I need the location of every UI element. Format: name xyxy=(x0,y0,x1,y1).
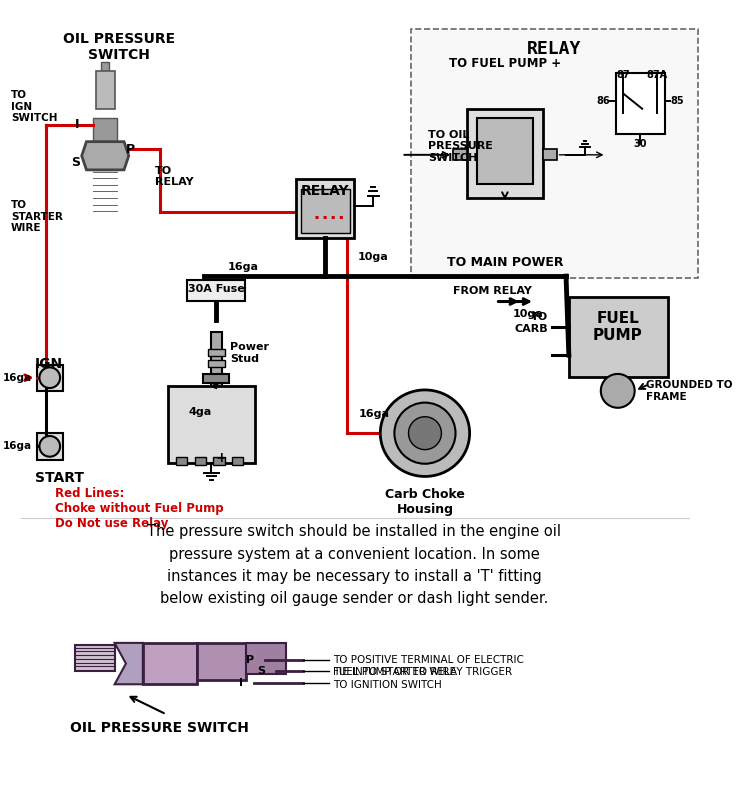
Bar xyxy=(616,73,665,134)
Bar xyxy=(143,643,197,684)
Text: S: S xyxy=(257,666,265,676)
Text: TO
IGN
SWITCH: TO IGN SWITCH xyxy=(11,91,58,124)
Text: TO IGNITION SWITCH: TO IGNITION SWITCH xyxy=(333,680,442,689)
Bar xyxy=(296,180,354,238)
Polygon shape xyxy=(82,142,129,170)
Ellipse shape xyxy=(394,403,456,464)
Text: OIL PRESSURE SWITCH: OIL PRESSURE SWITCH xyxy=(70,721,249,735)
Text: TIE INTO STARTER WIRE: TIE INTO STARTER WIRE xyxy=(333,667,456,677)
Text: 4ga: 4ga xyxy=(188,408,211,417)
Text: Carb Choke
Housing: Carb Choke Housing xyxy=(385,488,465,515)
Text: 85: 85 xyxy=(671,96,684,106)
Bar xyxy=(246,643,286,674)
Text: 10ga: 10ga xyxy=(513,309,543,319)
Circle shape xyxy=(39,436,60,457)
Text: TO MAIN POWER: TO MAIN POWER xyxy=(447,256,563,269)
Circle shape xyxy=(39,367,60,388)
Text: P: P xyxy=(126,142,135,155)
Bar xyxy=(197,643,246,680)
Bar xyxy=(102,61,109,90)
Bar xyxy=(168,386,255,464)
Polygon shape xyxy=(115,643,143,684)
Bar xyxy=(301,188,350,233)
Text: 30A Fuse: 30A Fuse xyxy=(187,284,245,294)
Bar xyxy=(213,457,225,465)
Text: GROUNDED TO
FRAME: GROUNDED TO FRAME xyxy=(646,380,732,401)
Text: RELAY: RELAY xyxy=(301,184,350,198)
Text: 87A: 87A xyxy=(647,70,668,80)
Text: 30: 30 xyxy=(634,139,647,149)
Text: 87: 87 xyxy=(617,70,630,80)
Bar xyxy=(36,365,63,391)
Ellipse shape xyxy=(408,417,442,450)
Bar xyxy=(411,29,698,278)
Bar xyxy=(187,280,245,301)
Bar xyxy=(569,297,668,377)
Text: 16ga: 16ga xyxy=(227,262,259,272)
Text: TO POSITIVE TERMINAL OF ELECTRIC
FUEL PUMP OR TO RELAY TRIGGER: TO POSITIVE TERMINAL OF ELECTRIC FUEL PU… xyxy=(333,655,524,676)
Bar xyxy=(542,149,556,160)
Bar xyxy=(36,433,63,460)
Bar xyxy=(203,374,230,383)
Text: I: I xyxy=(239,678,242,688)
Text: Red Lines:
Choke without Fuel Pump
Do Not use Relay: Red Lines: Choke without Fuel Pump Do No… xyxy=(56,487,224,530)
Bar xyxy=(93,118,118,170)
Text: TO
RELAY: TO RELAY xyxy=(155,166,193,187)
Bar xyxy=(75,645,115,671)
Text: FUEL
PUMP: FUEL PUMP xyxy=(593,311,642,343)
Text: TO FUEL PUMP +: TO FUEL PUMP + xyxy=(449,57,561,70)
Text: TO
CARB: TO CARB xyxy=(514,312,548,334)
Text: S: S xyxy=(71,156,80,169)
Text: IGN: IGN xyxy=(35,357,63,371)
Text: 16ga: 16ga xyxy=(3,373,32,383)
Text: The pressure switch should be installed in the engine oil
pressure system at a c: The pressure switch should be installed … xyxy=(147,524,562,606)
Bar xyxy=(468,108,542,198)
Circle shape xyxy=(601,374,635,408)
Text: Power
Stud: Power Stud xyxy=(230,342,269,364)
Text: TO
STARTER
WIRE: TO STARTER WIRE xyxy=(11,201,63,234)
Text: START: START xyxy=(35,471,84,485)
Bar xyxy=(207,360,225,367)
Bar xyxy=(476,118,533,184)
Bar xyxy=(210,332,222,388)
Ellipse shape xyxy=(380,390,470,477)
Bar xyxy=(96,71,115,108)
Bar xyxy=(207,349,225,356)
Text: +: + xyxy=(215,451,227,465)
Bar xyxy=(176,457,187,465)
Text: FROM RELAY: FROM RELAY xyxy=(453,286,532,295)
Text: OIL PRESSURE
SWITCH: OIL PRESSURE SWITCH xyxy=(63,32,176,61)
Text: TO OIL
PRESSURE
SWITCH: TO OIL PRESSURE SWITCH xyxy=(428,129,493,163)
Bar xyxy=(195,457,206,465)
Text: 10ga: 10ga xyxy=(357,252,388,262)
Text: RELAY: RELAY xyxy=(527,40,582,58)
Text: 86: 86 xyxy=(597,96,611,106)
Text: P: P xyxy=(246,654,254,665)
Text: I: I xyxy=(76,118,80,131)
Text: 16ga: 16ga xyxy=(3,442,32,451)
Bar xyxy=(232,457,244,465)
Bar xyxy=(453,149,468,160)
Text: 16ga: 16ga xyxy=(359,409,390,419)
